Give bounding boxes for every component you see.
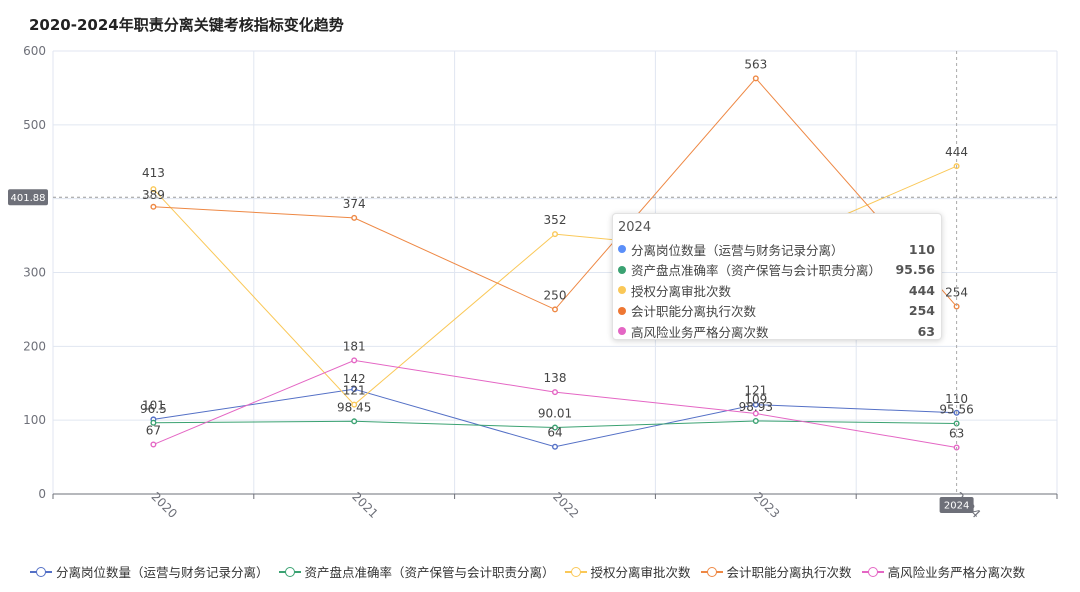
y-tick-label: 500 [23, 118, 46, 132]
tooltip-series-value: 444 [908, 282, 935, 298]
data-label: 181 [343, 339, 366, 353]
legend-label: 资产盘点准确率（资产保管与会计职责分离） [304, 565, 555, 580]
data-label: 413 [142, 166, 165, 180]
legend-label: 高风险业务严格分离次数 [887, 565, 1026, 580]
legend-item[interactable]: 高风险业务严格分离次数 [861, 562, 1026, 581]
tooltip-row: 高风险业务严格分离次数 63 [618, 321, 935, 342]
tooltip-series-dot [618, 286, 626, 295]
legend-item[interactable]: 分离岗位数量（运营与财务记录分离） [30, 562, 269, 581]
tooltip-series-name: 会计职能分离执行次数 [631, 304, 757, 320]
legend-line-icon [700, 566, 723, 577]
data-point [351, 357, 358, 364]
y-pointer-badge [8, 189, 48, 206]
data-point [552, 389, 559, 396]
data-point [150, 186, 157, 193]
x-pointer-badge [939, 497, 974, 513]
data-label: 110 [945, 392, 968, 406]
tooltip-title: 2024 [618, 220, 652, 235]
legend-item[interactable]: 授权分离审批次数 [564, 562, 691, 581]
data-point [752, 417, 759, 424]
data-point [351, 214, 358, 221]
tooltip-series-dot [618, 306, 626, 315]
legend-label: 授权分离审批次数 [590, 565, 691, 580]
legend-line-icon [30, 566, 52, 577]
legend: 分离岗位数量（运营与财务记录分离） 资产盘点准确率（资产保管与会计职责分离） 授权分… [30, 562, 1035, 581]
axis-pointer: 401.88 2024 [8, 51, 1057, 513]
data-label: 138 [544, 371, 567, 385]
data-point [552, 231, 559, 238]
data-point [552, 424, 559, 431]
data-label: 101 [142, 398, 165, 412]
data-label: 109 [744, 393, 767, 407]
data-point [752, 401, 759, 408]
data-label: 67 [146, 424, 161, 438]
tooltip-series-value: 110 [908, 241, 935, 257]
tooltip-series-dot [618, 265, 626, 274]
data-point [552, 306, 559, 313]
tooltip-series-value: 63 [917, 323, 935, 339]
data-label: 444 [945, 145, 968, 159]
data-point [351, 401, 358, 408]
data-label: 98.93 [739, 400, 773, 414]
data-labels: 101 142 64 121 110 96.5 98.45 90.01 98.93 95.56 41… [140, 57, 974, 440]
data-point [150, 203, 157, 210]
data-point [351, 386, 358, 393]
legend-item[interactable]: 资产盘点准确率（资产保管与会计职责分离） [278, 562, 555, 581]
data-label: 96.5 [140, 402, 167, 416]
y-tick-label: 200 [23, 339, 46, 353]
tooltip: 2024 分离岗位数量（运营与财务记录分离） 110 资产盘点准确率（资产保管与会计… [612, 213, 942, 340]
data-point [351, 418, 358, 425]
y-pointer-value: 401.88 [11, 193, 46, 204]
y-tick-label: 300 [23, 266, 46, 280]
tooltip-series-dot [618, 327, 626, 336]
tooltip-row: 会计职能分离执行次数 254 [618, 301, 935, 322]
data-label: 374 [343, 197, 366, 211]
data-label: 63 [949, 426, 964, 440]
data-label: 250 [544, 288, 567, 302]
legend-label: 会计职能分离执行次数 [726, 565, 852, 580]
data-label: 121 [744, 384, 767, 398]
data-point [150, 441, 157, 448]
data-label: 389 [142, 188, 165, 202]
data-label: 352 [544, 213, 567, 227]
legend-label: 分离岗位数量（运营与财务记录分离） [56, 565, 269, 580]
data-label: 98.45 [337, 400, 371, 414]
tooltip-series-name: 高风险业务严格分离次数 [631, 324, 769, 340]
x-pointer-value: 2024 [944, 501, 969, 512]
tooltip-series-dot [618, 245, 626, 254]
y-tick-label: 600 [23, 44, 46, 58]
chart-title: 2020-2024年职责分离关键考核指标变化趋势 [29, 16, 344, 34]
legend-item[interactable]: 会计职能分离执行次数 [700, 562, 852, 581]
data-point [150, 419, 157, 426]
data-point [752, 410, 759, 417]
data-label: 64 [547, 426, 562, 440]
y-tick-label: 100 [23, 413, 46, 427]
data-label: 563 [744, 57, 767, 71]
tooltip-series-name: 授权分离审批次数 [631, 283, 732, 299]
data-label: 90.01 [538, 407, 572, 421]
tooltip-series-name: 分离岗位数量（运营与财务记录分离） [631, 242, 844, 258]
tooltip-series-value: 254 [908, 303, 935, 319]
tooltip-series-value: 95.56 [895, 262, 935, 278]
legend-line-icon [861, 566, 884, 577]
data-label: 95.56 [939, 402, 973, 416]
tooltip-row: 分离岗位数量（运营与财务记录分离） 110 [618, 239, 935, 260]
legend-line-icon [564, 566, 587, 577]
legend-line-icon [278, 566, 301, 577]
data-label: 121 [343, 384, 366, 398]
data-point [552, 443, 559, 450]
data-point [752, 75, 759, 82]
tooltip-row: 资产盘点准确率（资产保管与会计职责分离） 95.56 [618, 260, 935, 281]
tooltip-series-name: 资产盘点准确率（资产保管与会计职责分离） [631, 263, 882, 279]
tooltip-row: 授权分离审批次数 444 [618, 280, 935, 301]
y-tick-label: 0 [38, 487, 46, 501]
data-label: 142 [343, 372, 366, 386]
